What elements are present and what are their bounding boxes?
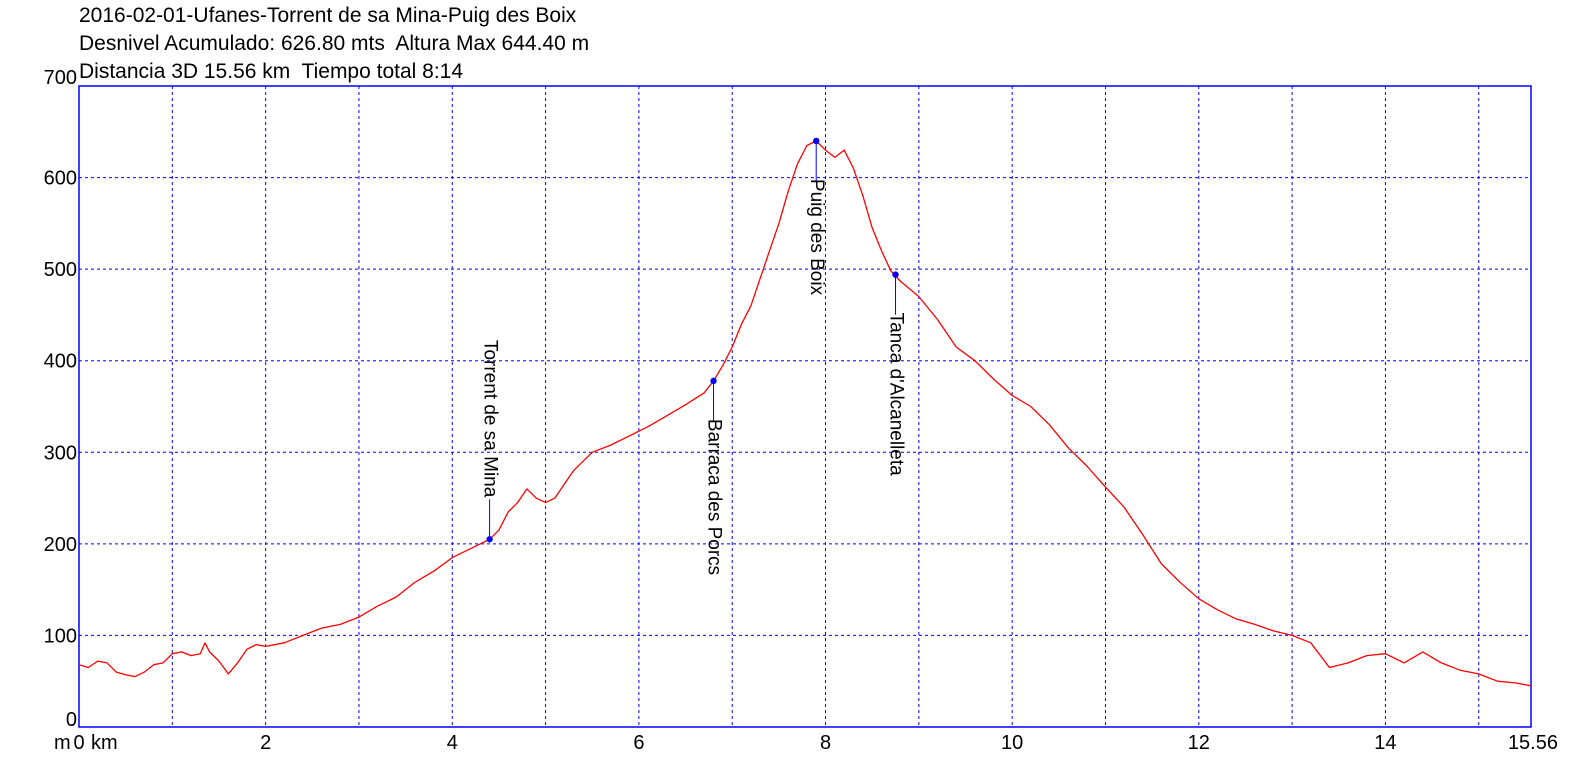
x-tick-label: 15.56 [1508,732,1558,754]
elevation-line [78,140,1532,687]
waypoint-marker [892,271,899,278]
x-tick-label: 4 [447,732,458,754]
x-tick-label: 10 [1001,732,1023,754]
plot-border [78,85,1532,728]
y-tick-label: 100 [44,625,77,647]
title-line-3: Distancia 3D 15.56 km Tiempo total 8:14 [79,60,464,83]
y-tick-label: 600 [44,168,77,190]
x-axis-unit: km [91,732,118,754]
waypoint: Tanca d'Alcanelleta [886,271,907,476]
y-axis-unit: m [54,732,71,754]
waypoint-label: Torrent de sa Mina [480,340,501,498]
x-tick-label: 2 [260,732,271,754]
waypoint: Puig des Boix [806,137,827,296]
waypoint: Torrent de sa Mina [480,340,501,543]
title-line-1: 2016-02-01-Ufanes-Torrent de sa Mina-Pui… [79,4,577,27]
x-tick-label: 6 [633,732,644,754]
y-tick-label: 0 [66,709,77,731]
waypoint-label: Tanca d'Alcanelleta [886,313,907,477]
x-tick-label: 8 [820,732,831,754]
waypoint: Barraca des Porcs [704,377,725,575]
chart-title: 2016-02-01-Ufanes-Torrent de sa Mina-Pui… [79,2,589,86]
waypoint-label: Puig des Boix [806,179,827,296]
x-tick-label: 0 [73,732,84,754]
y-tick-label: 300 [44,442,77,464]
y-tick-label: 400 [44,351,77,373]
waypoint-marker [710,377,717,385]
x-tick-labels: m 0 km 2 4 6 8 10 12 14 15.56 [54,732,1558,754]
y-tick-label: 700 [44,67,77,89]
y-tick-labels: 0 100 200 300 400 500 600 700 [44,67,77,731]
waypoint-layer: Torrent de sa Mina Barraca des Porcs Puig … [480,137,907,575]
waypoint-marker [486,536,493,543]
x-tick-label: 14 [1374,732,1396,754]
title-line-2: Desnivel Acumulado: 626.80 mts Altura Ma… [79,32,590,55]
waypoint-label: Barraca des Porcs [704,419,725,575]
grid-layer [79,86,1531,727]
elevation-line-layer [78,140,1532,687]
x-tick-label: 12 [1188,732,1210,754]
waypoint-marker [812,137,820,145]
y-tick-label: 200 [44,534,77,556]
plot-frame [78,85,1532,728]
y-tick-label: 500 [44,259,77,281]
